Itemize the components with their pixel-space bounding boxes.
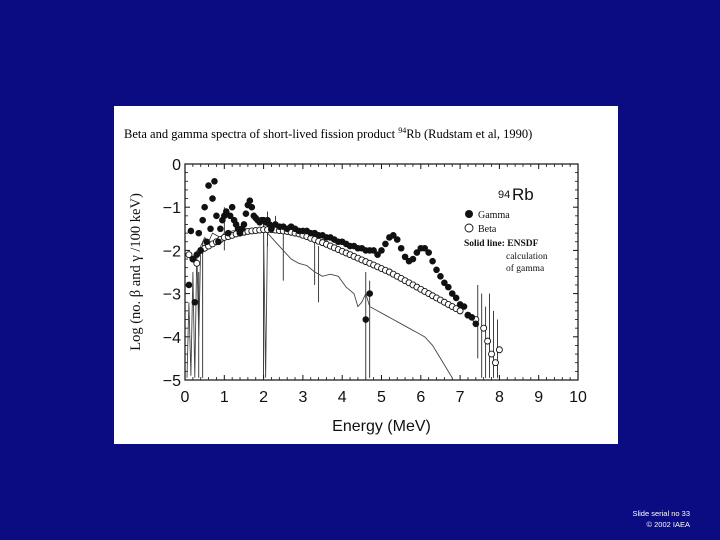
gamma-point bbox=[246, 197, 254, 205]
gamma-point bbox=[409, 255, 417, 263]
gamma-point bbox=[213, 212, 220, 220]
gamma-point bbox=[193, 251, 201, 259]
copyright-text: © 2002 IAEA bbox=[646, 520, 690, 529]
gamma-point bbox=[362, 316, 370, 323]
gamma-point bbox=[268, 225, 275, 233]
y-tick-label: −2 bbox=[163, 243, 181, 260]
x-tick-label: 9 bbox=[534, 389, 543, 406]
gamma-point bbox=[205, 182, 212, 189]
gamma-point bbox=[211, 177, 218, 185]
legend-gamma-label: Gamma bbox=[478, 210, 510, 221]
gamma-point bbox=[397, 244, 405, 252]
y-tick-label: −5 bbox=[163, 373, 181, 390]
y-tick-label: −4 bbox=[163, 330, 181, 347]
chart: 0 1 2 3 4 5 6 7 8 9 10 0 −1 −2 −3 −4 −5 Energy (MeV) Log (… bbox=[128, 157, 587, 435]
gamma-point bbox=[472, 320, 480, 328]
beta-point bbox=[480, 324, 488, 332]
gamma-point bbox=[209, 195, 216, 202]
gamma-point bbox=[226, 212, 234, 220]
beta-point bbox=[484, 337, 492, 345]
chart-title-suffix: Rb (Rudstam et al, 1990) bbox=[406, 127, 533, 142]
y-tick-label: −3 bbox=[163, 287, 181, 304]
gamma-point bbox=[389, 231, 397, 239]
slide-serial-text: Slide serial no 33 bbox=[632, 509, 690, 518]
beta-point bbox=[495, 346, 503, 354]
gamma-point bbox=[189, 255, 197, 263]
gamma-point bbox=[452, 294, 460, 302]
gamma-point bbox=[228, 203, 236, 211]
chart-title-mass: 94 bbox=[398, 126, 407, 135]
legend-isotope-symbol: Rb bbox=[512, 185, 534, 204]
legend-solid-line-label: Solid line: ENSDF bbox=[464, 239, 539, 249]
y-tick-label: −1 bbox=[163, 200, 181, 217]
x-tick-label: 6 bbox=[416, 389, 425, 406]
gamma-point bbox=[413, 249, 421, 256]
gamma-point bbox=[201, 203, 208, 211]
ensdf-calculation-line bbox=[186, 228, 453, 379]
gamma-point bbox=[460, 303, 468, 310]
figure-panel: Beta and gamma spectra of short-lived fi… bbox=[114, 106, 618, 444]
beta-point bbox=[488, 350, 495, 358]
gamma-point bbox=[374, 251, 381, 259]
gamma-point bbox=[222, 208, 230, 215]
beta-point bbox=[456, 307, 464, 315]
x-axis-label: Energy (MeV) bbox=[332, 418, 431, 435]
gamma-point bbox=[217, 225, 224, 233]
gamma-point bbox=[242, 210, 250, 217]
chart-title: Beta and gamma spectra of short-lived fi… bbox=[124, 126, 604, 142]
y-axis-label: Log (no. β and γ /100 keV) bbox=[128, 193, 144, 351]
gamma-point bbox=[195, 229, 203, 237]
legend-solid-line-note1: calculation bbox=[506, 252, 548, 262]
chart-title-prefix: Beta and gamma spectra of short-lived fi… bbox=[124, 127, 399, 142]
gamma-point bbox=[197, 247, 205, 254]
beta-point bbox=[185, 251, 193, 259]
legend-gamma-marker bbox=[465, 210, 473, 218]
gamma-point bbox=[203, 238, 210, 246]
gamma-point bbox=[468, 314, 476, 321]
x-tick-label: 10 bbox=[569, 389, 587, 406]
x-tick-label: 0 bbox=[181, 389, 190, 406]
x-tick-label: 3 bbox=[298, 389, 307, 406]
gamma-point bbox=[382, 240, 389, 248]
x-tick-label: 8 bbox=[495, 389, 504, 406]
gamma-point bbox=[378, 247, 385, 254]
x-tick-label: 5 bbox=[377, 389, 386, 406]
y-tick-label: 0 bbox=[172, 157, 181, 174]
x-tick-label: 2 bbox=[259, 389, 268, 406]
gamma-point bbox=[207, 225, 214, 233]
gamma-point bbox=[248, 203, 256, 211]
gamma-point bbox=[393, 236, 401, 243]
x-tick-label: 4 bbox=[338, 389, 347, 406]
gamma-point bbox=[421, 244, 429, 252]
gamma-point bbox=[448, 290, 456, 297]
x-tick-label: 7 bbox=[456, 389, 465, 406]
legend-beta-label: Beta bbox=[478, 224, 497, 235]
legend-solid-line-note2: of gamma bbox=[506, 263, 545, 274]
gamma-point bbox=[437, 273, 444, 280]
slide-footer: Slide serial no 33 © 2002 IAEA bbox=[632, 508, 690, 530]
gamma-point bbox=[370, 247, 377, 254]
gamma-point bbox=[191, 298, 199, 306]
gamma-point bbox=[401, 253, 409, 261]
gamma-point bbox=[429, 257, 436, 265]
gamma-point bbox=[441, 279, 448, 287]
gamma-point bbox=[199, 216, 206, 224]
gamma-point bbox=[215, 238, 222, 246]
gamma-point bbox=[445, 283, 452, 291]
beta-point bbox=[492, 359, 499, 367]
gamma-point bbox=[366, 290, 374, 297]
x-tick-label: 1 bbox=[220, 389, 229, 406]
legend-beta-marker bbox=[464, 223, 474, 233]
gamma-point bbox=[224, 229, 232, 237]
gamma-point bbox=[433, 266, 440, 274]
gamma-point bbox=[187, 227, 195, 235]
gamma-point bbox=[425, 249, 432, 256]
legend-isotope-mass: 94 bbox=[498, 189, 510, 201]
gamma-point bbox=[185, 281, 193, 289]
beta-point bbox=[193, 259, 201, 267]
gamma-point bbox=[240, 221, 248, 228]
